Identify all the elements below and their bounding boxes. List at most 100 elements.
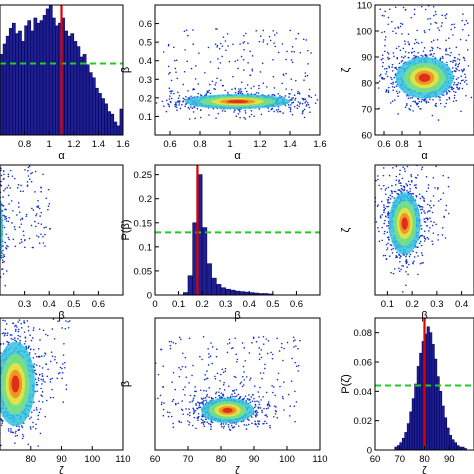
scatter-point (429, 217, 431, 219)
scatter-point (181, 409, 184, 412)
scatter-point (199, 389, 202, 392)
scatter-point (397, 27, 400, 29)
scatter-point (279, 110, 282, 113)
scatter-point (11, 222, 13, 224)
scatter-point (200, 109, 202, 111)
scatter-point (2, 254, 5, 256)
scatter-point (423, 30, 426, 32)
scatter-point (2, 332, 5, 334)
scatter-point (39, 339, 41, 341)
scatter-point (17, 330, 20, 333)
scatter-point (282, 74, 285, 76)
scatter-point (303, 116, 306, 119)
scatter-point (15, 430, 17, 433)
scatter-point (308, 106, 311, 109)
scatter-point (204, 71, 206, 74)
scatter-point (442, 174, 445, 177)
scatter-point (304, 98, 307, 100)
scatter-point (18, 211, 21, 214)
scatter-point (403, 186, 406, 189)
scatter-point (218, 394, 221, 397)
scatter-point (36, 409, 38, 411)
scatter-point (49, 396, 52, 399)
scatter-point (316, 99, 319, 101)
scatter-point (10, 334, 13, 336)
scatter-point (2, 343, 5, 345)
scatter-point (4, 218, 6, 221)
scatter-point (301, 97, 304, 100)
scatter-point (451, 23, 453, 26)
scatter-point (272, 29, 275, 32)
scatter-point (457, 77, 459, 79)
scatter-point (169, 71, 171, 74)
scatter-point (38, 355, 40, 358)
scatter-point (1, 261, 4, 264)
scatter-point (10, 200, 13, 202)
scatter-point (196, 107, 199, 110)
scatter-point (433, 221, 435, 224)
scatter-point (414, 176, 417, 179)
scatter-point (298, 105, 300, 108)
scatter-point (40, 394, 42, 396)
scatter-point (23, 331, 26, 333)
scatter-point (28, 351, 31, 354)
scatter-point (441, 227, 444, 229)
scatter-point (382, 57, 384, 60)
scatter-point (404, 9, 407, 11)
scatter-point (406, 165, 409, 168)
scatter-point (361, 195, 363, 197)
scatter-point (455, 84, 458, 86)
scatter-point (391, 63, 394, 66)
scatter-point (424, 238, 427, 240)
scatter-point (415, 102, 418, 104)
scatter-point (364, 168, 366, 170)
scatter-point (28, 418, 31, 420)
density-contour (226, 100, 249, 104)
scatter-point (385, 258, 388, 260)
scatter-point (379, 8, 381, 11)
scatter-point (398, 91, 401, 93)
scatter-point (402, 166, 404, 168)
scatter-point (398, 254, 401, 256)
scatter-point (187, 106, 190, 109)
scatter-point (394, 81, 397, 83)
scatter-point (183, 70, 186, 73)
scatter-point (185, 408, 187, 410)
scatter-point (291, 45, 294, 48)
scatter-point (295, 37, 297, 40)
scatter-point (414, 38, 417, 41)
scatter-point (190, 106, 192, 108)
scatter-point (387, 58, 390, 60)
scatter-point (242, 365, 245, 368)
scatter-point (243, 48, 245, 51)
panel-1-1: 0 0.1 0.2 0.3 0.4 0.5 0.6 0 0.05 0.1 0.15 0.2 0.25 β P… (120, 164, 321, 322)
x-tick-label: 0.3 (18, 299, 31, 310)
x-tick-label: 0.8 (395, 139, 408, 150)
scatter-point (393, 99, 396, 101)
scatter-point (288, 93, 290, 95)
scatter-point (445, 102, 447, 105)
scatter-point (314, 102, 317, 105)
scatter-point (5, 233, 8, 235)
scatter-point (368, 186, 370, 188)
scatter-point (192, 397, 195, 399)
scatter-point (446, 61, 448, 64)
scatter-point (455, 70, 457, 72)
scatter-point (168, 87, 171, 90)
scatter-point (377, 175, 379, 177)
scatter-point (381, 213, 383, 216)
scatter-point (385, 187, 388, 190)
scatter-point (420, 107, 422, 110)
scatter-point (302, 98, 305, 101)
scatter-point (262, 422, 264, 425)
scatter-point (243, 34, 245, 37)
x-tick-label: 0 (152, 299, 157, 310)
scatter-point (451, 86, 453, 88)
scatter-point (444, 237, 447, 239)
scatter-point (384, 207, 387, 210)
scatter-point (431, 211, 434, 214)
scatter-point (35, 373, 38, 376)
scatter-point (418, 193, 421, 195)
scatter-point (33, 409, 36, 412)
scatter-point (195, 427, 197, 430)
